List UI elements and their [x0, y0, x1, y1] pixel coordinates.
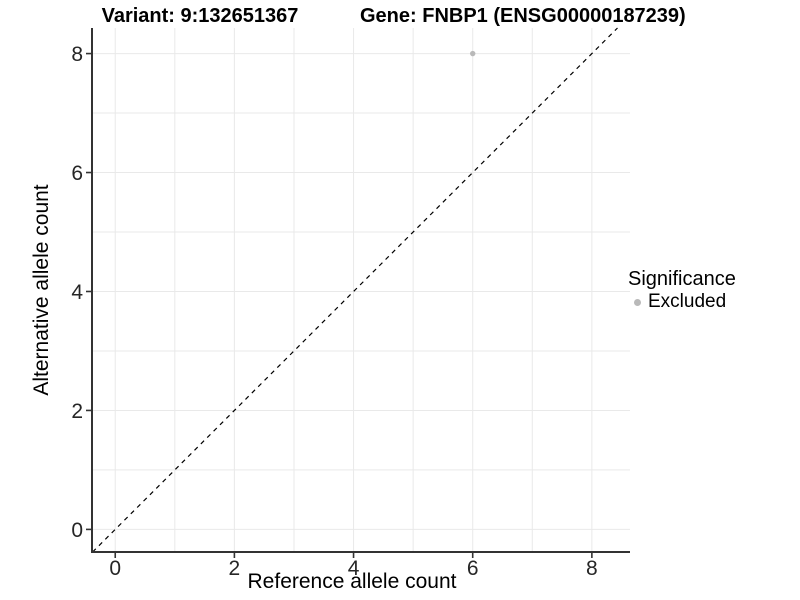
x-tick-label-6: 6 — [467, 557, 479, 580]
plot-title-gene: Gene: FNBP1 (ENSG00000187239) — [360, 5, 686, 27]
legend-point-icon — [634, 298, 641, 306]
x-tick-label-8: 8 — [586, 557, 598, 580]
legend-entry: Excluded — [628, 291, 736, 312]
x-tick-label-2: 2 — [229, 557, 241, 580]
y-axis-label: Alternative allele count — [30, 184, 53, 396]
data-point-0 — [470, 50, 476, 57]
x-axis-label: Reference allele count — [247, 570, 457, 593]
legend: Significance Excluded — [628, 268, 736, 312]
identity-line — [92, 27, 618, 553]
legend-entry-label: Excluded — [648, 291, 727, 312]
y-tick-label-8: 8 — [71, 43, 83, 66]
plot-title-variant: Variant: 9:132651367 — [101, 5, 299, 27]
y-tick-label-6: 6 — [71, 162, 83, 185]
legend-title: Significance — [628, 268, 736, 290]
y-tick-label-0: 0 — [71, 519, 83, 542]
x-tick-label-0: 0 — [109, 557, 121, 580]
y-tick-label-4: 4 — [71, 281, 83, 304]
y-tick-label-2: 2 — [71, 400, 83, 423]
x-tick-label-4: 4 — [348, 557, 360, 580]
